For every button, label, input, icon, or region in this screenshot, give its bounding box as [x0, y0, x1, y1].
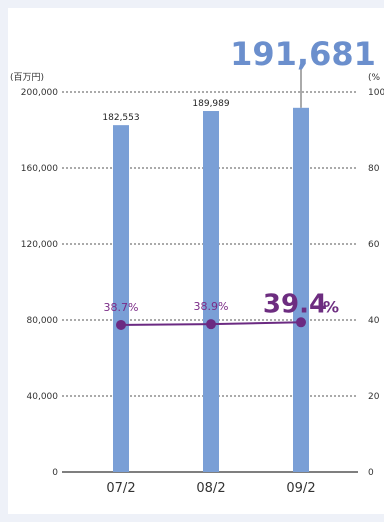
highlight-percent-sign: %: [323, 297, 339, 316]
left-tick-label: 120,000: [21, 240, 58, 250]
chart: 200,000160,000120,00080,00040,0000(百万円) …: [10, 35, 384, 496]
right-tick-label: 100: [368, 88, 384, 98]
line-value-label: 38.9%: [194, 300, 229, 313]
line-point: [116, 319, 126, 330]
right-axis: 100 80 60 40 20 0 (%: [368, 73, 384, 478]
line-point: [296, 317, 306, 328]
right-tick-label: 20: [368, 392, 380, 402]
left-tick-label: 200,000: [21, 88, 58, 98]
left-tick-label: 160,000: [21, 164, 58, 174]
bar: [113, 125, 129, 473]
category-label: 08/2: [196, 481, 225, 496]
bar-value-label: 189,989: [192, 99, 229, 109]
bar: [203, 111, 219, 472]
right-tick-label: 80: [368, 164, 380, 174]
right-tick-label: 60: [368, 240, 380, 250]
highlight-percent-label: 39.4: [263, 289, 327, 319]
line-point: [206, 319, 216, 330]
left-axis-unit: (百万円): [10, 72, 44, 83]
left-tick-label: 0: [52, 468, 58, 478]
highlight-value-label: 191,681: [230, 35, 376, 73]
bar-value-label: 182,553: [102, 113, 139, 123]
left-axis: 200,000 160,000 120,000 80,000 40,000 0 (百万円): [10, 72, 58, 478]
category-label: 07/2: [106, 481, 135, 496]
right-tick-label: 0: [368, 468, 374, 478]
right-axis-unit: (%: [368, 73, 381, 83]
category-label: 09/2: [286, 481, 315, 496]
line-value-label: 38.7%: [104, 301, 139, 314]
right-tick-label: 40: [368, 316, 380, 326]
line-series: 38.7% 38.9% 39.4%: [104, 289, 339, 330]
left-tick-label: 40,000: [27, 392, 59, 402]
chart-panel: 200,000 160,000 120,000 80,000 40,000 0 (百万円) …: [8, 8, 384, 514]
bars: 182,553 189,989 191,681: [102, 35, 376, 473]
bar: [293, 107, 309, 473]
category-labels: 07/2 08/2 09/2: [106, 481, 315, 496]
left-tick-label: 80,000: [27, 316, 59, 326]
